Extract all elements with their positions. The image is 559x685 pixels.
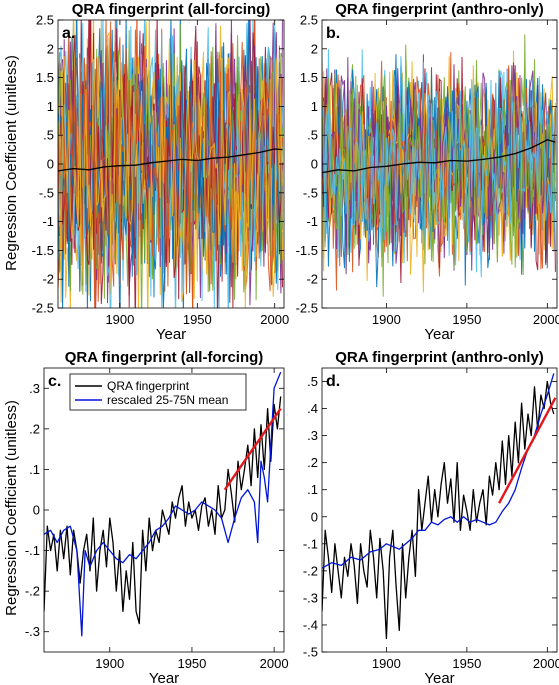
x-tick-label: 1950 bbox=[452, 312, 481, 327]
x-tick-label: 2000 bbox=[260, 312, 289, 327]
y-tick-label: 0 bbox=[33, 503, 40, 518]
y-tick-label: -.1 bbox=[25, 543, 40, 558]
y-tick-label: -.4 bbox=[303, 617, 318, 632]
y-tick-label: .4 bbox=[307, 401, 318, 416]
y-tick-label: -.3 bbox=[303, 590, 318, 605]
series-line-1 bbox=[322, 373, 555, 569]
x-axis-label: Year bbox=[156, 326, 186, 343]
y-tick-label: -1 bbox=[306, 214, 318, 229]
shared-ylabel-top: Regression Coefficient (unitless) bbox=[3, 55, 20, 271]
x-tick-label: 1900 bbox=[105, 312, 134, 327]
ensemble-line bbox=[58, 31, 283, 308]
y-tick-label: 0 bbox=[311, 157, 318, 172]
y-tick-label: 1 bbox=[47, 99, 54, 114]
y-tick-label: 1.5 bbox=[36, 70, 54, 85]
y-tick-label: -2 bbox=[42, 272, 54, 287]
y-tick-label: -.5 bbox=[39, 185, 54, 200]
chart-title: QRA fingerprint (all-forcing) bbox=[65, 349, 264, 366]
y-tick-label: 0 bbox=[47, 157, 54, 172]
x-tick-label: 1900 bbox=[372, 312, 401, 327]
series-line-1 bbox=[44, 371, 282, 637]
panel-label: b. bbox=[326, 25, 340, 42]
y-tick-label: .2 bbox=[29, 421, 40, 436]
y-tick-label: .5 bbox=[307, 128, 318, 143]
panel-a: -2.5 -2 -1.5 -1 -.5 0 .5 1 1.5 2 2.5 1900 1950 2000 QR… bbox=[32, 1, 290, 343]
y-tick-label: .3 bbox=[29, 381, 40, 396]
y-tick-label: -.1 bbox=[303, 536, 318, 551]
y-tick-label: -1 bbox=[42, 214, 54, 229]
panel-label: d. bbox=[326, 373, 340, 390]
y-tick-label: 2.5 bbox=[300, 13, 318, 28]
x-tick-label: 1900 bbox=[95, 656, 124, 671]
series-line-0 bbox=[58, 148, 283, 172]
trend-line bbox=[498, 397, 557, 504]
plot-area bbox=[58, 20, 283, 308]
y-tick-label: 2.5 bbox=[36, 13, 54, 28]
series-line-0 bbox=[44, 396, 282, 625]
x-axis-label: Year bbox=[424, 670, 454, 685]
y-tick-label: 2 bbox=[47, 41, 54, 56]
panel-label: a. bbox=[62, 25, 75, 42]
y-tick-label: .1 bbox=[307, 482, 318, 497]
axes-box bbox=[321, 367, 558, 653]
x-tick-label: 2000 bbox=[533, 312, 559, 327]
ensemble-line bbox=[58, 20, 283, 302]
legend-entry: rescaled 25-75N mean bbox=[107, 393, 228, 407]
y-tick-label: .5 bbox=[307, 374, 318, 389]
x-tick-label: 2000 bbox=[260, 656, 289, 671]
plot-area bbox=[322, 373, 557, 640]
x-axis-label: Year bbox=[424, 326, 454, 343]
panel-b: -2.5 -2 -1.5 -1 -.5 0 .5 1 1.5 2 2.5 1900 1950 2000 QR… bbox=[296, 1, 559, 343]
y-tick-label: -2.5 bbox=[296, 301, 318, 316]
panel-c: -.3 -.2 -.1 0 .1 .2 .3 1900 1950 2000 QRA fingerpr… bbox=[25, 349, 289, 685]
y-tick-label: 2 bbox=[311, 41, 318, 56]
y-tick-label: 0 bbox=[311, 509, 318, 524]
y-tick-label: -1.5 bbox=[32, 243, 54, 258]
x-tick-label: 1950 bbox=[177, 656, 206, 671]
legend-entry: QRA fingerprint bbox=[107, 379, 190, 393]
shared-ylabel-bottom: Regression Coefficient (unitless) bbox=[3, 400, 20, 616]
legend-box bbox=[69, 373, 247, 411]
y-tick-label: -1.5 bbox=[296, 243, 318, 258]
y-tick-label: -2 bbox=[306, 272, 318, 287]
y-tick-label: -.2 bbox=[303, 563, 318, 578]
x-tick-label: 1950 bbox=[183, 312, 212, 327]
y-tick-label: -2.5 bbox=[32, 301, 54, 316]
series-line-0 bbox=[322, 380, 555, 640]
ensemble-line bbox=[322, 76, 556, 269]
y-tick-label: 1 bbox=[311, 99, 318, 114]
y-tick-label: .1 bbox=[29, 462, 40, 477]
chart-title: QRA fingerprint (anthro-only) bbox=[335, 349, 544, 366]
chart-title: QRA fingerprint (anthro-only) bbox=[335, 1, 544, 18]
y-tick-label: 1.5 bbox=[300, 70, 318, 85]
plot-area bbox=[322, 34, 556, 297]
y-tick-label: -.5 bbox=[303, 645, 318, 660]
x-tick-label: 2000 bbox=[533, 656, 559, 671]
y-tick-label: .2 bbox=[307, 455, 318, 470]
y-tick-label: .3 bbox=[307, 428, 318, 443]
y-tick-label: -.3 bbox=[25, 624, 40, 639]
plot-area bbox=[44, 371, 282, 637]
x-axis-label: Year bbox=[149, 670, 179, 685]
trend-line bbox=[223, 407, 282, 491]
panel-d: -.5 -.4 -.3 -.2 -.1 0 .1 .2 .3 .4 .5 1900 1950 2000 QR… bbox=[303, 349, 559, 685]
y-tick-label: -.5 bbox=[303, 185, 318, 200]
y-tick-label: .5 bbox=[43, 128, 54, 143]
x-tick-label: 1900 bbox=[372, 656, 401, 671]
chart-title: QRA fingerprint (all-forcing) bbox=[72, 1, 271, 18]
y-tick-label: -.2 bbox=[25, 584, 40, 599]
x-tick-label: 1950 bbox=[452, 656, 481, 671]
series-line-0 bbox=[322, 139, 556, 174]
ensemble-line bbox=[322, 50, 556, 272]
panel-label: c. bbox=[48, 373, 61, 390]
ensemble-line bbox=[322, 56, 556, 278]
